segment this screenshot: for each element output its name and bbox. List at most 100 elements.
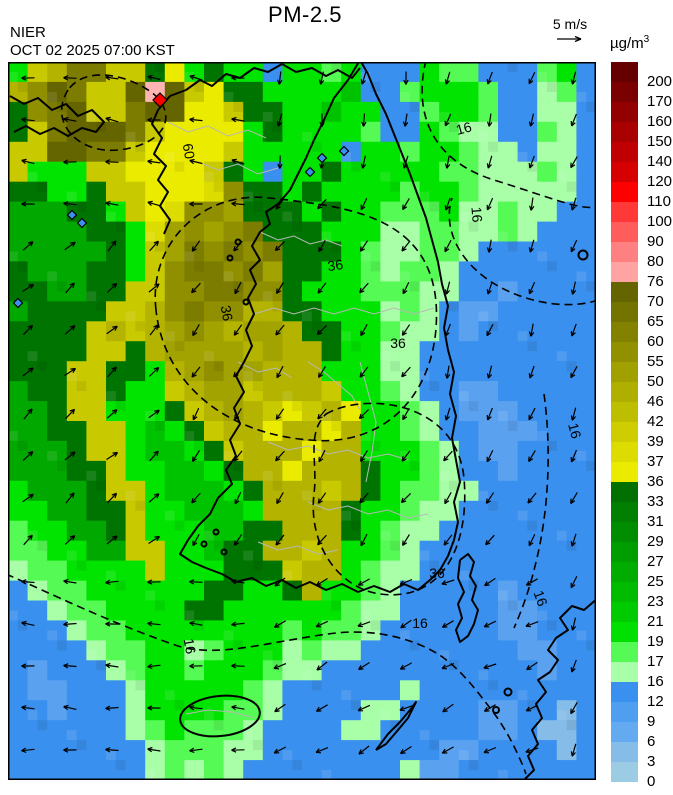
wind-arrow-icon [403,71,409,85]
wind-arrow-icon [273,663,287,670]
wind-arrow-icon [105,747,119,753]
wind-arrow-icon [441,620,454,628]
wind-arrow-icon [21,663,35,669]
wind-arrow-icon [189,747,203,753]
colorbar-tick-label: 25 [647,573,664,590]
colorbar-tick-label: 50 [647,373,664,390]
wind-arrow-icon [147,663,161,669]
colorbar-cell [611,442,638,462]
wind-arrow-icon [21,75,35,81]
wind-arrow-icon [570,492,578,505]
wind-arrow-icon [401,450,411,462]
colorbar-tick-label: 80 [647,253,664,270]
wind-arrow-icon [444,239,452,253]
wind-arrow-icon [357,578,370,586]
colorbar-tick-label: 90 [647,233,664,250]
colorbar-cell [611,82,638,102]
wind-arrow-icon [191,282,201,294]
wind-arrow-icon [486,71,493,85]
wind-arrow-icon [277,71,283,85]
wind-arrow-icon [65,408,76,420]
colorbar-cell [611,722,638,742]
wind-arrow-icon [106,535,118,545]
wind-arrow-icon [63,663,77,669]
wind-arrow-icon [23,408,33,420]
colorbar-cell [611,482,638,502]
wind-arrow-icon [63,201,77,207]
colorbar-tick-label: 110 [647,193,671,210]
wind-arrow-icon [486,197,494,211]
wind-arrow-icon [191,492,201,504]
colorbar-cell [611,502,638,522]
wind-arrow-icon [357,704,371,712]
wind-arrow-icon [276,113,283,127]
wind-arrow-icon [570,156,578,169]
colorbar-cell [611,742,638,762]
wind-arrow-icon [192,534,200,547]
colorbar-tick-label: 3 [647,753,656,770]
wind-arrow-icon [107,492,118,504]
pm25-map: 60 36 36 36 36 16 16 16 16 16 16 [8,62,596,780]
wind-arrow-icon [318,71,325,85]
wind-arrow-icon [318,240,326,253]
colorbar-tick-label: 55 [647,353,664,370]
wind-arrow-icon [486,365,493,379]
wind-arrow-icon [485,534,495,546]
wind-arrow-icon [443,534,453,546]
wind-arrow-icon [22,241,34,251]
wind-arrow-icon [486,323,494,337]
wind-arrow-icon [486,407,493,421]
wind-arrow-icon [22,451,34,461]
wind-arrow-icon [483,620,497,628]
wind-arrow-icon [360,71,367,85]
wind-arrow-icon [402,281,410,295]
colorbar-tick-label: 100 [647,213,673,230]
colorbar-cell [611,662,638,682]
wind-arrow-icon [317,198,327,210]
wind-arrow-icon [486,239,493,253]
contour-value-label: 36 [429,565,445,581]
colorbar-tick-label: 70 [647,293,664,310]
wind-arrow-icon [360,155,367,169]
wind-arrow-icon [360,324,368,337]
wind-arrow-icon [401,240,411,252]
wind-arrow-icon [273,746,287,754]
wind-arrow-icon [105,116,119,123]
contour-value-label: 16 [181,637,199,655]
wind-arrow-icon [149,324,159,336]
wind-arrow-icon [147,621,161,627]
wind-arrow-icon [483,704,496,712]
page-title: PM-2.5 [268,2,342,27]
wind-arrow-icon [528,239,535,253]
wind-arrow-icon [106,282,118,293]
wind-arrow-icon [315,620,329,628]
colorbar-cell [611,242,638,262]
station-marker-layer [12,92,350,309]
wind-arrow-icon [231,579,245,585]
wind-arrow-icon [399,578,413,586]
wind-arrow-icon [63,747,77,753]
wind-arrow-icon [148,283,160,293]
wind-arrow-icon [444,365,451,379]
wind-arrow-icon [360,533,368,547]
colorbar-tick-label: 60 [647,333,664,350]
wind-arrow-icon [22,367,34,377]
colorbar-tick-label: 33 [647,493,664,510]
contour-value-label: 16 [565,421,585,440]
wind-arrow-icon [273,620,286,628]
wind-arrow-icon [528,450,536,463]
wind-arrow-icon [570,407,577,421]
wind-arrow-icon [21,201,35,207]
wind-arrow-icon [526,661,538,671]
wind-arrow-icon [233,324,243,336]
wind-arrow-icon [21,747,35,753]
wind-arrow-icon [525,747,539,754]
colorbar-tick-label: 140 [647,153,673,170]
wind-arrow-icon [399,662,412,670]
wind-arrow-icon [444,71,451,85]
colorbar-cell [611,762,638,782]
wind-arrow-icon [570,197,577,211]
wind-arrow-icon [401,366,411,378]
wind-arrow-icon [444,407,451,421]
